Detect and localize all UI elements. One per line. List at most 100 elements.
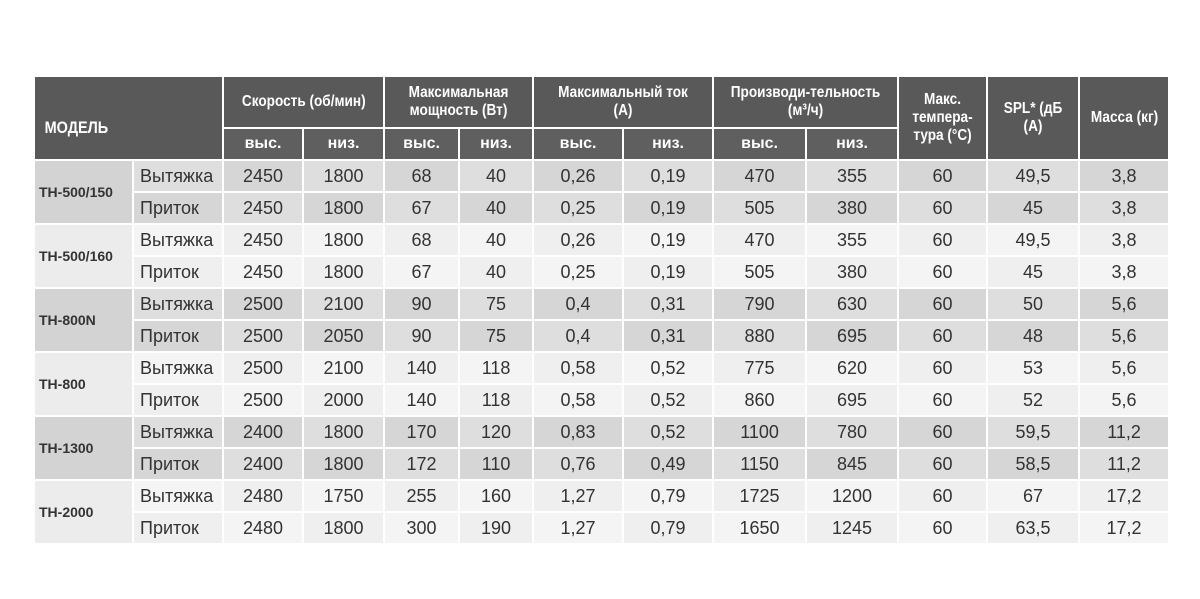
- mode-label: Вытяжка: [131, 479, 225, 513]
- value-cell: 780: [805, 415, 900, 449]
- value-cell: 40: [458, 159, 535, 193]
- value-cell: 60: [897, 351, 989, 385]
- value-cell: 45: [986, 255, 1081, 289]
- value-cell: 2480: [222, 479, 305, 513]
- mode-label: Приток: [131, 383, 225, 417]
- value-cell: 60: [897, 319, 989, 353]
- value-cell: 1,27: [532, 511, 625, 545]
- header-current-low: низ.: [622, 127, 715, 161]
- value-cell: 60: [897, 255, 989, 289]
- model-name: ТН-2000: [33, 479, 134, 545]
- value-cell: 118: [458, 383, 535, 417]
- value-cell: 1800: [302, 511, 386, 545]
- header-airflow-high: выс.: [712, 127, 808, 161]
- value-cell: 0,26: [532, 159, 625, 193]
- value-cell: 0,26: [532, 223, 625, 257]
- value-cell: 90: [383, 319, 461, 353]
- value-cell: 1800: [302, 223, 386, 257]
- header-airflow: Производи-тельность (м³/ч): [712, 75, 900, 129]
- value-cell: 110: [458, 447, 535, 481]
- model-name: ТН-500/160: [33, 223, 134, 289]
- header-speed-low: низ.: [302, 127, 386, 161]
- header-power-high: выс.: [383, 127, 461, 161]
- mode-label: Вытяжка: [131, 415, 225, 449]
- model-name: ТН-1300: [33, 415, 134, 481]
- value-cell: 60: [897, 447, 989, 481]
- table-row: ТН-1300 Вытяжка 2400 1800 170 120 0,83 0,52 1100…: [33, 415, 1171, 481]
- value-cell: 40: [458, 255, 535, 289]
- value-cell: 75: [458, 287, 535, 321]
- value-cell: 0,19: [622, 191, 715, 225]
- value-cell: 1800: [302, 191, 386, 225]
- value-cell: 845: [805, 447, 900, 481]
- header-spl: SPL* (дБ (А): [986, 75, 1081, 161]
- value-cell: 49,5: [986, 159, 1081, 193]
- table-row: ТН-500/150 Вытяжка 2450 1800 68 40 0,26 0,19 470…: [33, 159, 1171, 225]
- value-cell: 0,19: [622, 223, 715, 257]
- value-cell: 60: [897, 479, 989, 513]
- value-cell: 2500: [222, 319, 305, 353]
- value-cell: 50: [986, 287, 1081, 321]
- value-cell: 1150: [712, 447, 808, 481]
- value-cell: 0,52: [622, 415, 715, 449]
- value-cell: 0,19: [622, 255, 715, 289]
- value-cell: 2450: [222, 223, 305, 257]
- value-cell: 45: [986, 191, 1081, 225]
- table-row: ТН-800 Вытяжка 2500 2100 140 118 0,58 0,52 775 62…: [33, 351, 1171, 417]
- model-name: ТН-800: [33, 351, 134, 417]
- value-cell: 2400: [222, 447, 305, 481]
- mode-label: Вытяжка: [131, 287, 225, 321]
- mode-label: Приток: [131, 319, 225, 353]
- mode-label: Вытяжка: [131, 351, 225, 385]
- value-cell: 2100: [302, 287, 386, 321]
- value-cell: 0,31: [622, 319, 715, 353]
- value-cell: 0,76: [532, 447, 625, 481]
- value-cell: 140: [383, 351, 461, 385]
- value-cell: 60: [897, 511, 989, 545]
- header-airflow-low: низ.: [805, 127, 900, 161]
- header-temp: Макс. темпера-тура (°С): [897, 75, 989, 161]
- value-cell: 3,8: [1078, 223, 1171, 257]
- mode-label: Приток: [131, 447, 225, 481]
- value-cell: 470: [712, 159, 808, 193]
- value-cell: 190: [458, 511, 535, 545]
- header-current-high: выс.: [532, 127, 625, 161]
- value-cell: 68: [383, 223, 461, 257]
- value-cell: 0,52: [622, 383, 715, 417]
- value-cell: 0,58: [532, 383, 625, 417]
- value-cell: 0,4: [532, 319, 625, 353]
- table-row: Приток 2500 2050 90 75 0,4 0,31 880 695 60 48 5,6: [34, 319, 1171, 353]
- value-cell: 0,49: [622, 447, 715, 481]
- value-cell: 2000: [302, 383, 386, 417]
- value-cell: 118: [458, 351, 535, 385]
- value-cell: 695: [805, 319, 900, 353]
- value-cell: 5,6: [1078, 383, 1171, 417]
- value-cell: 1800: [302, 415, 386, 449]
- value-cell: 2500: [222, 351, 305, 385]
- table-row: Приток 2450 1800 67 40 0,25 0,19 505 380 60 45 3,8: [34, 255, 1171, 289]
- mode-label: Приток: [131, 191, 225, 225]
- value-cell: 775: [712, 351, 808, 385]
- value-cell: 380: [805, 255, 900, 289]
- value-cell: 5,6: [1078, 319, 1171, 353]
- value-cell: 2450: [222, 191, 305, 225]
- value-cell: 1800: [302, 447, 386, 481]
- value-cell: 140: [383, 383, 461, 417]
- value-cell: 90: [383, 287, 461, 321]
- table-row: Приток 2500 2000 140 118 0,58 0,52 860 695 60 52 5,…: [34, 383, 1171, 417]
- table-body: ТН-500/150 Вытяжка 2450 1800 68 40 0,26 0,19 470…: [33, 159, 1171, 545]
- value-cell: 355: [805, 223, 900, 257]
- value-cell: 880: [712, 319, 808, 353]
- value-cell: 67: [383, 191, 461, 225]
- value-cell: 170: [383, 415, 461, 449]
- value-cell: 11,2: [1078, 415, 1171, 449]
- value-cell: 120: [458, 415, 535, 449]
- value-cell: 0,79: [622, 511, 715, 545]
- value-cell: 2100: [302, 351, 386, 385]
- value-cell: 1650: [712, 511, 808, 545]
- value-cell: 0,58: [532, 351, 625, 385]
- value-cell: 3,8: [1078, 159, 1171, 193]
- value-cell: 63,5: [986, 511, 1081, 545]
- mode-label: Приток: [131, 255, 225, 289]
- value-cell: 2450: [222, 255, 305, 289]
